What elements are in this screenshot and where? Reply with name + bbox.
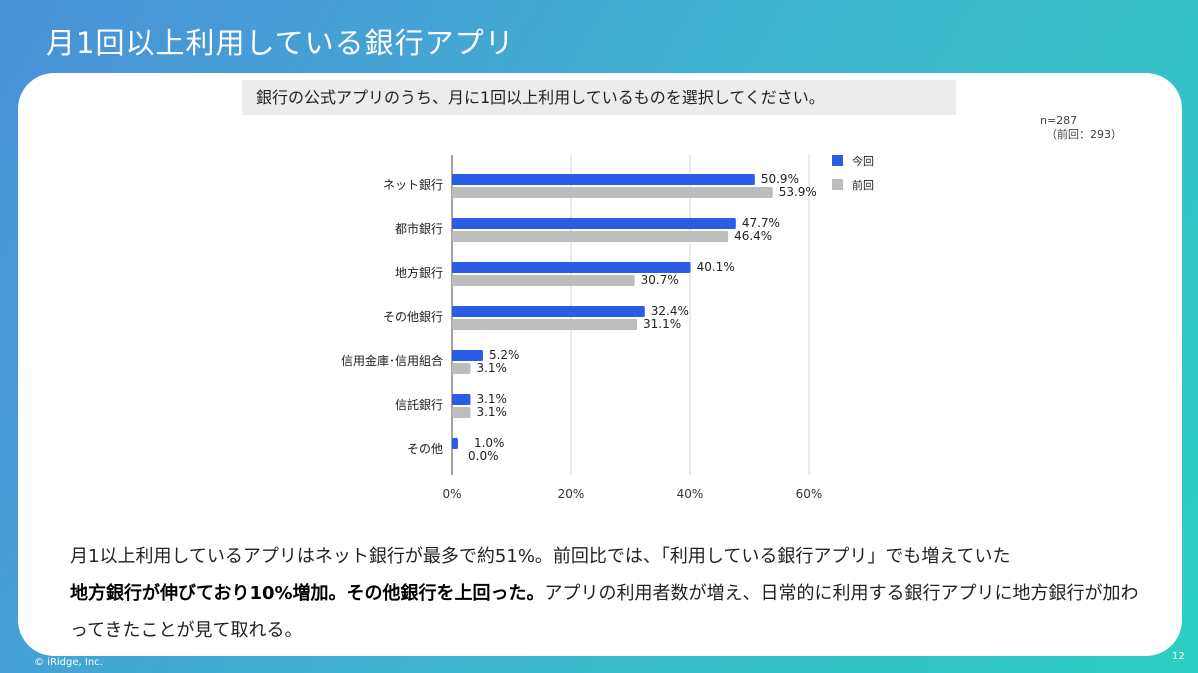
slide-title: 月1回以上利用している銀行アプリ [46,26,515,60]
x-tick-label: 60% [796,487,823,501]
value-label: 3.1% [476,405,507,419]
value-label: 1.0% [474,436,505,450]
bar-current [452,350,483,361]
value-label: 30.7% [641,273,679,287]
category-label: 信託銀行 [395,397,443,412]
summary-text: 月1以上利用しているアプリはネット銀行が最多で約51%。前回比では、「利用してい… [70,538,1150,649]
category-label: 都市銀行 [395,221,443,236]
value-label: 3.1% [476,361,507,375]
value-label: 47.7% [742,216,780,230]
value-label: 50.9% [761,172,799,186]
chart-bars [452,174,773,449]
sample-size-previous: （前回：293） [1046,128,1122,141]
value-label: 3.1% [476,392,507,406]
category-label: その他 [407,442,443,456]
legend-swatch [832,179,843,190]
value-label: 40.1% [697,260,735,274]
bar-current [452,438,458,449]
x-tick-label: 40% [677,487,704,501]
category-label: 信用金庫･信用組合 [341,353,443,368]
content-card [18,73,1182,656]
value-label: 53.9% [779,185,817,199]
summary-highlight: 地方銀行が伸びており10%増加。その他銀行を上回った。 [70,583,545,604]
bar-current [452,174,755,185]
category-label: ネット銀行 [383,178,443,192]
bar-current [452,218,736,229]
value-label: 31.1% [643,317,681,331]
sample-size: n=287 （前回：293） [1040,114,1122,142]
x-tick-label: 20% [558,487,585,501]
bar-previous [452,363,471,374]
chart-labels: 0% 20% 40% 60% ネット銀行 50.9%53.9% 都市銀行 47.7%46.4%… [341,172,822,501]
category-label: その他銀行 [383,310,443,324]
summary-part-1: 月1以上利用しているアプリはネット銀行が最多で約51%。前回比では、「利用してい… [70,546,1011,567]
summary-part-2: アプリの利用者数が増え、日常的に利用する銀行アプリに地方銀行が加わってきたことが… [70,583,1139,641]
bar-previous [452,319,638,330]
survey-question: 銀行の公式アプリのうち、月に1回以上利用しているものを選択してください。 [242,80,956,115]
value-label: 5.2% [489,348,520,362]
legend-label: 今回 [852,154,874,168]
value-label: 46.4% [734,229,772,243]
legend-label: 前回 [852,178,874,192]
bar-previous [452,231,729,242]
value-label: 0.0% [468,449,499,463]
bar-current [452,262,691,273]
bar-current [452,306,645,317]
page-number: 12 [1172,651,1185,662]
legend-swatch [832,155,843,166]
sample-size-current: n=287 [1040,114,1078,127]
value-label: 32.4% [651,304,689,318]
category-label: 地方銀行 [395,265,443,280]
bar-previous [452,187,773,198]
x-tick-label: 0% [442,487,461,501]
bar-current [452,394,471,405]
bar-previous [452,275,635,286]
bar-previous [452,407,471,418]
copyright: © iRidge, Inc. [34,657,103,668]
